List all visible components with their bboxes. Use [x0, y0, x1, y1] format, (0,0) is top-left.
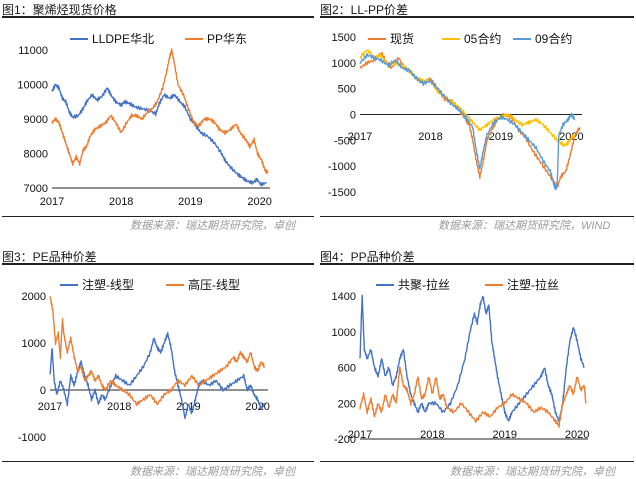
panel-title-4: 图4：PP品种价差	[320, 250, 415, 264]
panel-title-1: 图1：聚烯烃现货价格	[2, 3, 117, 17]
y-tick-label: 11000	[18, 45, 48, 57]
divider-rule	[320, 461, 634, 462]
x-tick-label: 2018	[109, 196, 133, 208]
legend-label: 09合约	[535, 31, 572, 46]
y-tick-label: 9000	[24, 114, 48, 126]
y-tick-label: 8000	[24, 149, 48, 161]
y-tick-label: -1000	[18, 432, 46, 444]
x-tick-label: 2017	[348, 429, 372, 441]
y-tick-label: 600	[338, 363, 356, 375]
legend-label: LLDPE华北	[92, 32, 154, 46]
y-tick-label: -200	[334, 434, 356, 446]
y-tick-label: 1000	[332, 327, 356, 339]
y-tick-label: 1500	[332, 32, 356, 44]
legend-label: 05合约	[464, 31, 501, 46]
series-line	[51, 83, 267, 187]
divider-rule	[320, 216, 634, 217]
y-tick-label: 2000	[22, 291, 46, 303]
x-tick-label: 2019	[178, 196, 202, 208]
x-tick-label: 2017	[38, 401, 62, 413]
y-tick-label: 1000	[22, 338, 46, 350]
y-tick-label: 500	[338, 84, 356, 96]
x-tick-label: 2018	[418, 131, 442, 143]
divider-rule	[2, 216, 314, 217]
divider-rule	[320, 263, 634, 265]
source-note-4: 数据来源：瑞达期货研究院，卓创	[450, 466, 615, 478]
series-line	[359, 49, 576, 148]
legend-label: 注塑-线型	[82, 277, 134, 292]
divider-rule	[320, 16, 634, 18]
y-tick-label: -1000	[328, 161, 356, 173]
source-note-2: 数据来源：瑞达期货研究院，WIND	[438, 220, 611, 232]
x-tick-label: 2020	[245, 401, 269, 413]
x-tick-label: 2017	[40, 196, 64, 208]
series-line	[359, 52, 576, 191]
y-tick-label: 0	[350, 110, 356, 122]
divider-rule	[2, 461, 314, 462]
y-tick-label: 0	[40, 385, 46, 397]
y-tick-label: -1500	[328, 187, 356, 199]
series-line	[51, 48, 269, 175]
y-tick-label: 1000	[332, 58, 356, 70]
x-tick-label: 2018	[420, 429, 444, 441]
x-tick-label: 2018	[107, 401, 131, 413]
x-tick-label: 2019	[489, 131, 513, 143]
y-tick-label: 10000	[17, 80, 48, 92]
divider-rule	[2, 263, 314, 265]
source-note-1: 数据来源：瑞达期货研究院，卓创	[130, 220, 295, 232]
series-line	[359, 366, 587, 428]
legend-label: 现货	[390, 31, 414, 46]
y-tick-label: -500	[334, 135, 356, 147]
y-tick-label: 1400	[332, 291, 356, 303]
legend-label: PP华东	[207, 32, 247, 46]
x-tick-label: 2017	[348, 131, 372, 143]
series-line	[359, 294, 585, 422]
x-tick-label: 2019	[176, 401, 200, 413]
legend-label: 注塑-拉丝	[507, 277, 559, 292]
y-tick-label: 200	[338, 398, 356, 410]
legend-label: 共聚-拉丝	[398, 277, 450, 292]
panel-title-2: 图2：LL-PP价差	[320, 3, 409, 17]
panel-title-3: 图3：PE品种价差	[2, 250, 97, 264]
x-tick-label: 2020	[565, 429, 589, 441]
legend-label: 高压-线型	[188, 277, 240, 292]
source-note-3: 数据来源：瑞达期货研究院，卓创	[130, 466, 295, 478]
series-line	[359, 51, 581, 189]
x-tick-label: 2020	[247, 196, 271, 208]
series-line	[49, 296, 266, 407]
divider-rule	[2, 16, 314, 18]
y-tick-label: 7000	[24, 183, 48, 195]
x-tick-label: 2019	[493, 429, 517, 441]
series-line	[49, 332, 265, 420]
